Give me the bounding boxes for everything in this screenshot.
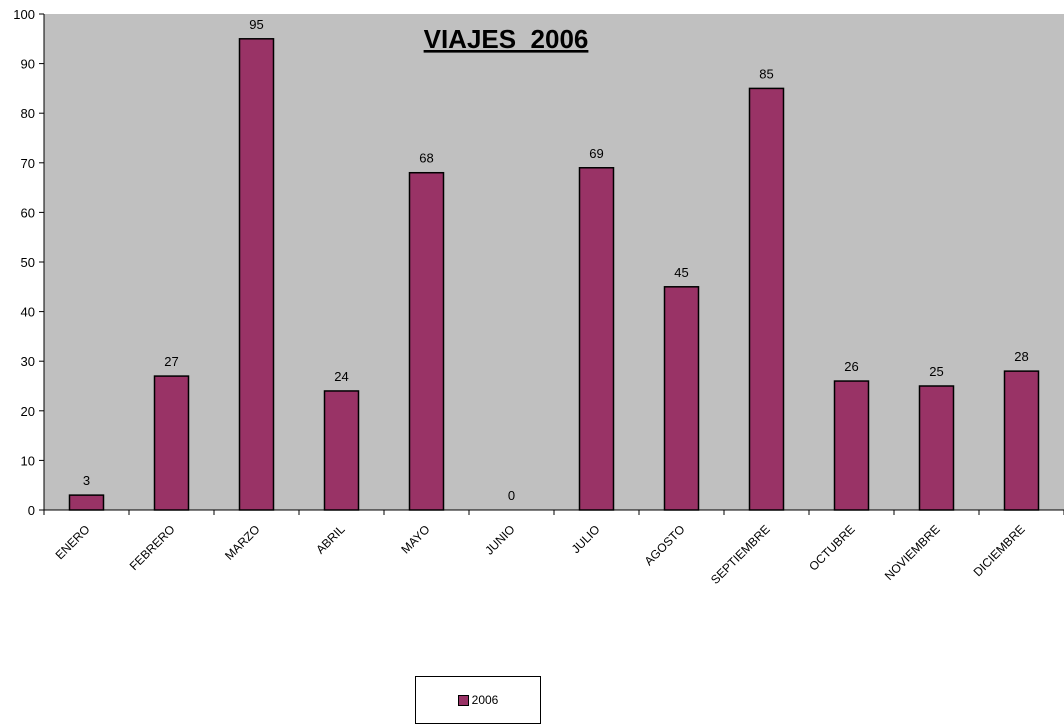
legend-label: 2006 [471, 693, 499, 707]
data-label: 0 [508, 488, 515, 503]
data-label: 27 [164, 354, 178, 369]
y-tick-label: 30 [21, 354, 35, 369]
y-tick-label: 20 [21, 404, 35, 419]
data-label: 69 [589, 146, 603, 161]
bar [323, 390, 360, 511]
data-label: 25 [929, 364, 943, 379]
x-tick-label: MARZO [222, 522, 263, 563]
bar-chart: VIAJES 2006 0 10 20 30 40 50 60 70 80 90 100 3 ENERO… [13, 7, 1064, 587]
data-label: 45 [674, 265, 688, 280]
data-label: 26 [844, 359, 858, 374]
x-tick-label: NOVIEMBRE [882, 522, 943, 583]
y-tick-label: 80 [21, 106, 35, 121]
bar [68, 494, 105, 511]
x-tick-label: MAYO [398, 522, 432, 556]
bar [748, 87, 785, 511]
y-tick-label: 60 [21, 205, 35, 220]
x-tick-label: JUNIO [482, 522, 517, 557]
x-tick-label: JULIO [569, 522, 603, 556]
x-tick-label: AGOSTO [642, 522, 688, 568]
legend-swatch [457, 694, 469, 706]
x-tick-label: DICIEMBRE [971, 522, 1028, 579]
y-tick-label: 0 [28, 503, 35, 518]
y-tick-label: 10 [21, 453, 35, 468]
y-tick-label: 70 [21, 156, 35, 171]
y-tick-label: 100 [13, 7, 35, 22]
bar [578, 167, 615, 511]
legend: 2006 [415, 676, 541, 724]
bar [238, 38, 275, 511]
x-tick-label: SEPTIEMBRE [708, 522, 773, 587]
bar [663, 286, 700, 511]
y-tick-label: 50 [21, 255, 35, 270]
bar [1003, 370, 1040, 511]
x-tick-label: FEBRERO [127, 522, 178, 573]
plot-area [44, 14, 1064, 510]
x-tick-label: ENERO [53, 522, 93, 562]
bar [918, 385, 955, 511]
y-tick-label: 90 [21, 57, 35, 72]
chart-title: VIAJES 2006 [424, 24, 589, 54]
data-label: 28 [1014, 349, 1028, 364]
data-label: 95 [249, 17, 263, 32]
bar [408, 171, 445, 511]
data-label: 85 [759, 66, 773, 81]
data-label: 24 [334, 369, 348, 384]
bar [153, 375, 190, 511]
data-label: 3 [83, 473, 90, 488]
bar [833, 380, 870, 511]
x-tick-label: ABRIL [313, 522, 348, 557]
x-tick-label: OCTUBRE [806, 522, 857, 573]
y-tick-label: 40 [21, 305, 35, 320]
data-label: 68 [419, 151, 433, 166]
